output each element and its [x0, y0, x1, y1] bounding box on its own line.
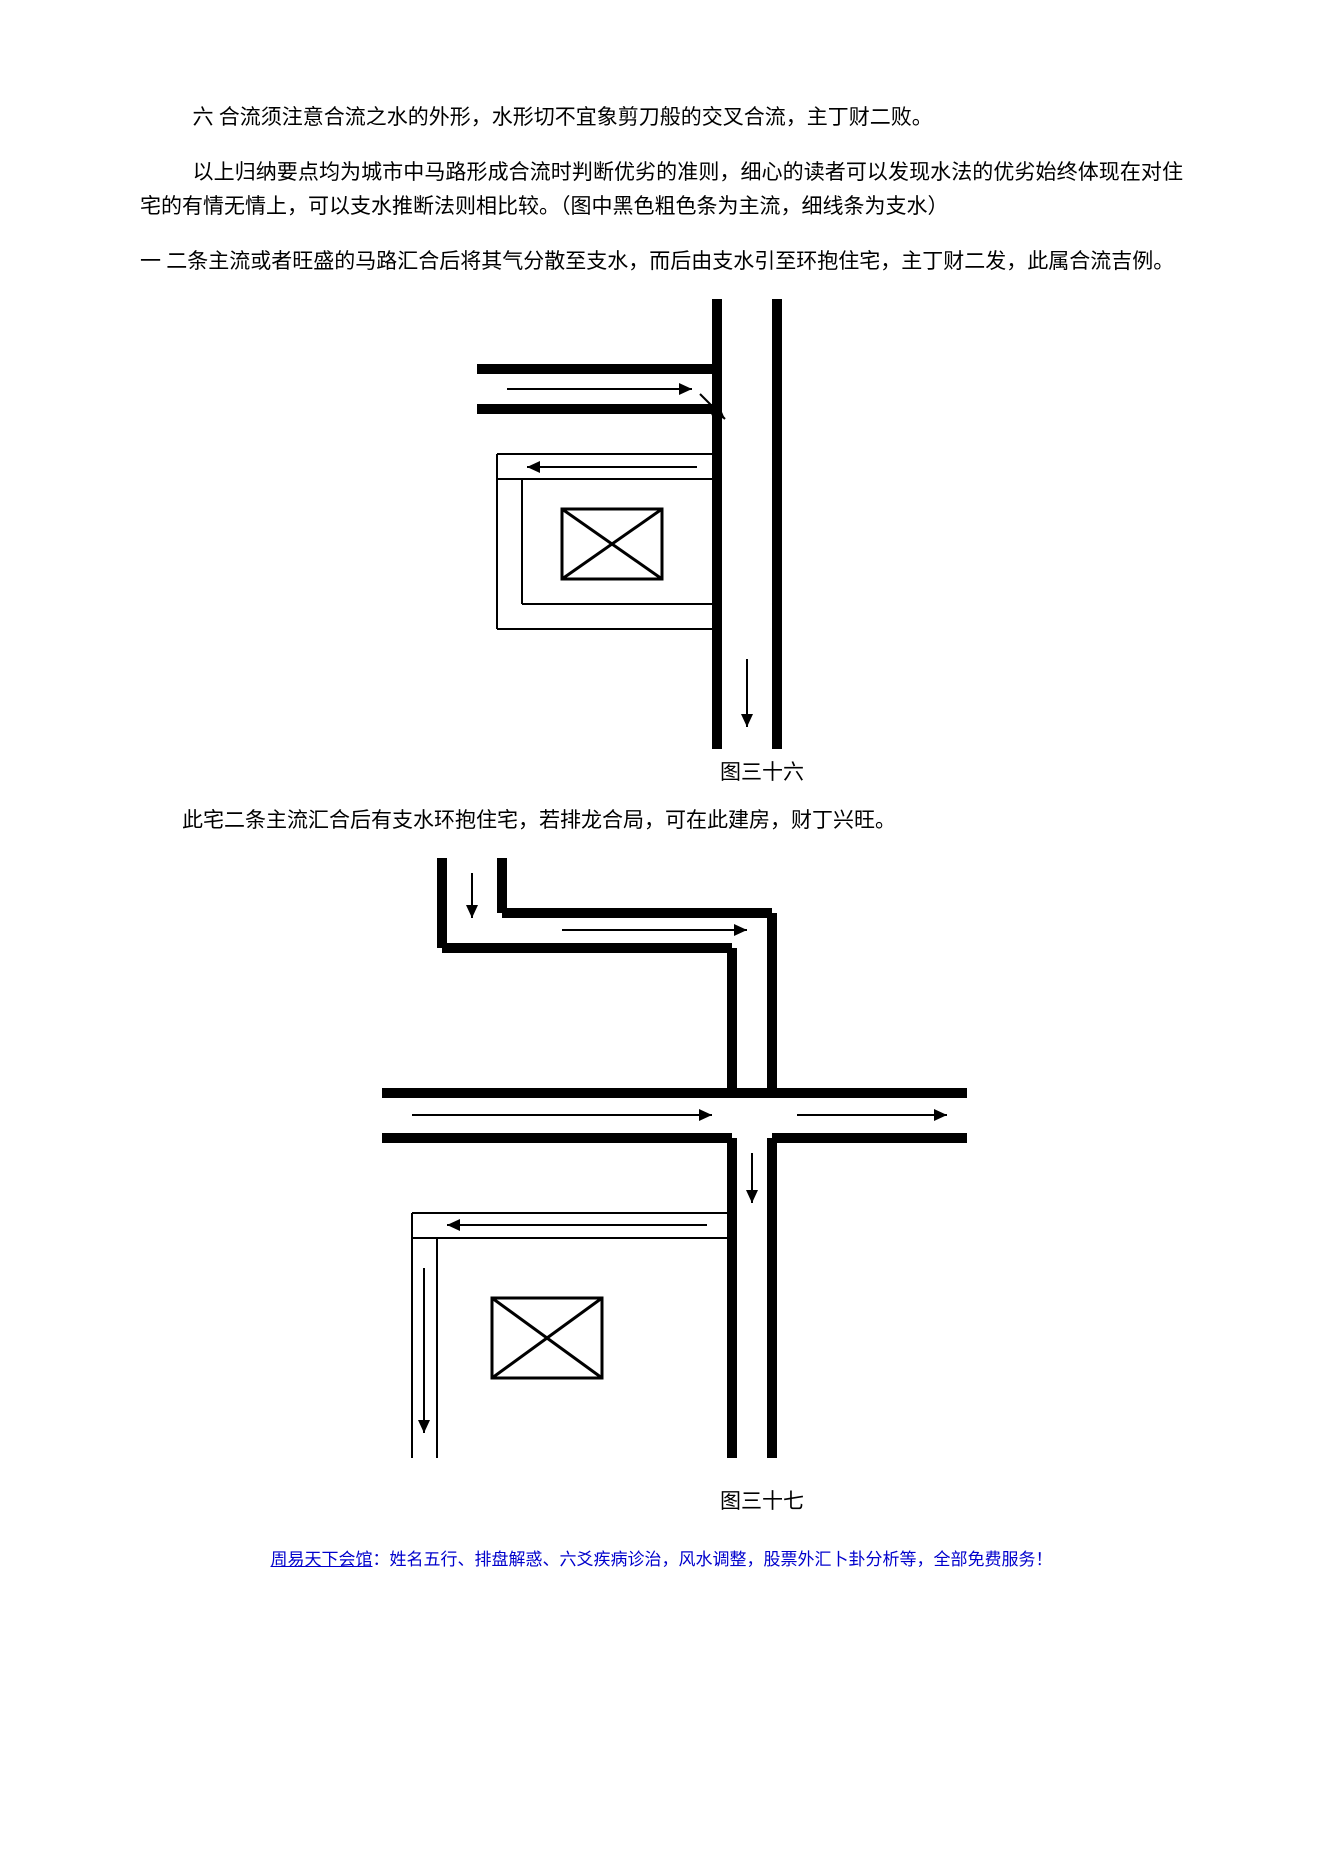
figure-36 [140, 299, 1183, 749]
footer-text: ：姓名五行、排盘解惑、六爻疾病诊治，风水调整，股票外汇卜卦分析等，全部免费服务！ [373, 1550, 1053, 1569]
figure-37 [140, 858, 1183, 1478]
paragraph-six: 六 合流须注意合流之水的外形，水形切不宜象剪刀般的交叉合流，主丁财二败。 [140, 100, 1183, 135]
footer-link[interactable]: 周易天下会馆 [271, 1550, 373, 1569]
paragraph-summary: 以上归纳要点均为城市中马路形成合流时判断优劣的准则，细心的读者可以发现水法的优劣… [140, 155, 1183, 224]
paragraph-case1: 一 二条主流或者旺盛的马路汇合后将其气分散至支水，而后由支水引至环抱住宅，主丁财… [140, 244, 1183, 279]
figure-36-caption: 图三十六 [140, 755, 1183, 790]
page-footer: 周易天下会馆：姓名五行、排盘解惑、六爻疾病诊治，风水调整，股票外汇卜卦分析等，全… [140, 1546, 1183, 1574]
paragraph-case1b: 此宅二条主流汇合后有支水环抱住宅，若排龙合局，可在此建房，财丁兴旺。 [140, 803, 1183, 838]
figure-37-caption: 图三十七 [140, 1484, 1183, 1519]
